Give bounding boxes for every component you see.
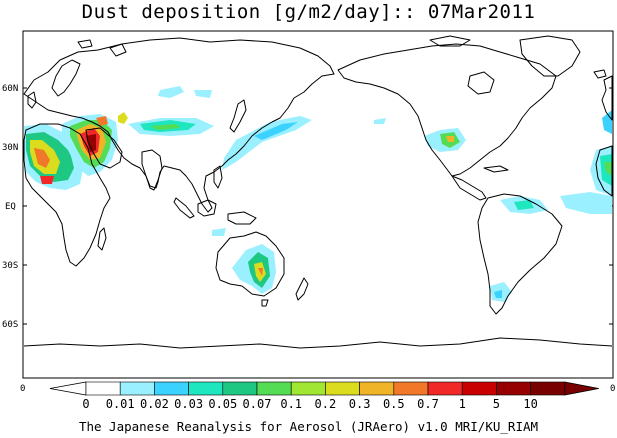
- dust-east-asia: [222, 116, 312, 170]
- coast-africa: [23, 123, 111, 267]
- colorbar-swatch: [496, 381, 531, 396]
- colorbar-swatch: [85, 381, 121, 396]
- coast-scandinavia: [51, 59, 81, 97]
- colorbar-label: 0.01: [106, 397, 135, 411]
- colorbar-swatch: [154, 381, 189, 396]
- colorbar-arrow-low: [49, 381, 87, 396]
- colorbar-label: 0.07: [243, 397, 272, 411]
- coast-south-america: [477, 193, 563, 315]
- colorbar-swatch: [325, 381, 360, 396]
- coast-iceland: [593, 69, 607, 79]
- coast-eurasia: [23, 37, 335, 213]
- coast-greenland: [519, 35, 581, 77]
- coast-philippines: [213, 165, 223, 189]
- colorbar-arrow-high: [564, 381, 599, 396]
- lon-label-left: 0: [20, 384, 25, 394]
- colorbar-label: 0.7: [417, 397, 439, 411]
- coast-cuba: [483, 165, 509, 173]
- colorbar-swatch: [290, 381, 326, 396]
- colorbar-label: 0.02: [140, 397, 169, 411]
- colorbar-swatch: [461, 381, 497, 396]
- colorbar-swatch: [530, 381, 566, 396]
- coast-madagascar: [97, 227, 107, 251]
- coastlines: [23, 35, 613, 349]
- lat-label-30s: 30S: [2, 261, 18, 271]
- lat-label-eq: EQ: [5, 202, 16, 212]
- coast-antarctica: [23, 337, 613, 349]
- colorbar-label: 0.2: [315, 397, 337, 411]
- colorbar-swatch: [256, 381, 292, 396]
- colorbar-swatch: [359, 381, 395, 396]
- colorbar-label: 1: [459, 397, 466, 411]
- coast-new-zealand: [295, 277, 309, 301]
- coast-svalbard: [77, 39, 93, 49]
- lat-label-60s: 60S: [2, 320, 18, 330]
- colorbar-label: 5: [493, 397, 500, 411]
- coast-australia: [215, 231, 285, 297]
- map-title: Dust deposition [g/m2/day]:: 07Mar2011: [81, 1, 536, 23]
- dust-australia: [212, 228, 276, 294]
- colorbar-label: 0.03: [174, 397, 203, 411]
- coast-borneo: [197, 199, 217, 217]
- colorbar-swatch: [427, 381, 463, 396]
- coast-japan: [229, 99, 247, 133]
- coast-britain: [27, 91, 37, 109]
- coast-central-america: [451, 175, 487, 201]
- colorbar-label: 0: [82, 397, 89, 411]
- colorbar-label: 0.3: [349, 397, 371, 411]
- coast-sumatra: [173, 197, 195, 219]
- lat-label-60n: 60N: [2, 84, 18, 94]
- coast-europe-right: [601, 75, 613, 121]
- colorbar-label: 0.5: [383, 397, 405, 411]
- lat-label-30n: 30N: [2, 143, 18, 153]
- coast-novaya-zemlya: [109, 43, 127, 57]
- coast-africa-right: [595, 145, 613, 197]
- coast-north-america: [337, 43, 557, 177]
- dust-north-america: [374, 118, 466, 152]
- colorbar-label: 0.1: [280, 397, 302, 411]
- coast-new-guinea: [227, 211, 257, 225]
- colorbar-swatch: [188, 381, 224, 396]
- colorbar-swatch: [393, 381, 429, 396]
- colorbar-label: 10: [523, 397, 537, 411]
- lon-label-right: 0: [610, 384, 615, 394]
- dust-atlantic: [560, 110, 612, 214]
- colorbar: 0 0.01 0.02 0.03 0.05 0.07 0.1 0.2 0.3 0.5 0.7 1 5 10: [49, 381, 599, 411]
- footer-credit: The Japanese Reanalysis for Aerosol (JRA…: [78, 419, 539, 434]
- colorbar-label: 0.05: [208, 397, 237, 411]
- coast-tasmania: [261, 299, 269, 307]
- coast-india: [141, 149, 163, 191]
- coast-hudson-bay: [467, 71, 495, 95]
- colorbar-swatch: [119, 381, 155, 396]
- coast-arctic-canada: [429, 35, 471, 47]
- colorbar-swatch: [222, 381, 258, 396]
- dust-central-asia: [118, 86, 214, 136]
- coast-arabia: [85, 127, 123, 169]
- dust-south-america: [490, 196, 548, 302]
